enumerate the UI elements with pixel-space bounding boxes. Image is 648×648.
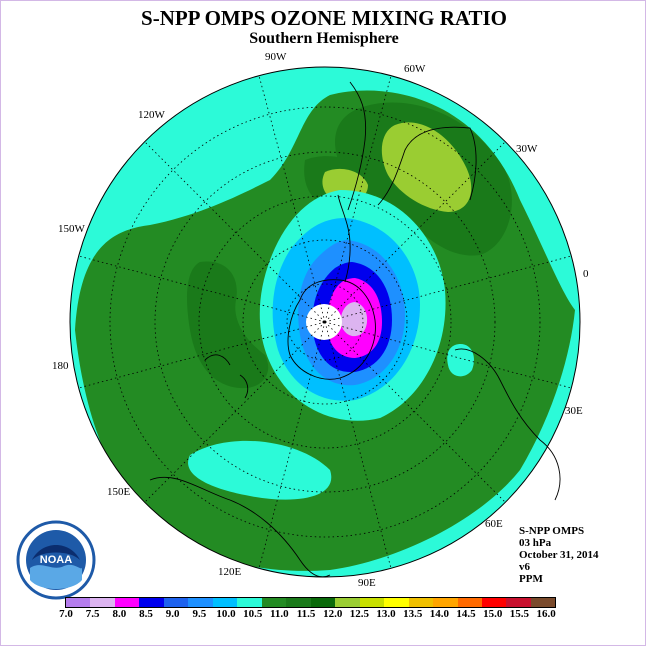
pressure-level: 03 hPa (519, 537, 552, 549)
color-scale-segment (433, 598, 458, 607)
color-scale-segment (530, 598, 556, 607)
meridian-line (324, 255, 572, 323)
color-scale-tick-label: 11.5 (296, 608, 316, 620)
dark-green-region-west (187, 261, 269, 389)
color-scale-tick-label: 9.5 (192, 608, 207, 620)
antarctica-coast (287, 279, 376, 380)
color-scale-tick-label: 10.5 (243, 608, 263, 620)
color-scale-segment (90, 598, 115, 607)
meridian-line (324, 75, 392, 323)
latitude-circle-70 (242, 239, 408, 405)
meridian-label-150e: 150E (107, 486, 131, 498)
observation-date: October 31, 2014 (519, 549, 599, 561)
color-scale-bar (65, 597, 557, 608)
meridian-line (324, 321, 506, 503)
color-scale-tick-label: 7.5 (85, 608, 100, 620)
color-scale-tick-label: 16.0 (536, 608, 556, 620)
color-scale-segment (481, 598, 507, 607)
noaa-logo: NOAA (16, 520, 96, 600)
south-america-coast (347, 81, 477, 211)
color-scale-segment (286, 598, 311, 607)
color-scale-segment (212, 598, 238, 607)
page-subtitle: Southern Hemisphere (249, 30, 399, 47)
color-scale-tick-label: 7.0 (59, 608, 73, 620)
color-scale-segment (66, 598, 91, 607)
meridian-label-150w: 150W (58, 223, 85, 235)
color-scale-tick-label: 12.0 (323, 608, 343, 620)
color-scale-segment (261, 598, 287, 607)
north-pole-marker (322, 320, 326, 324)
meridian-line (258, 321, 326, 569)
color-scale-tick-label: 8.0 (112, 608, 127, 620)
meridian-label-30w: 30W (516, 143, 538, 155)
meridian-label-120e: 120E (218, 566, 242, 578)
meridian-label-60e: 60E (485, 518, 503, 530)
color-scale-segment (188, 598, 213, 607)
meridian-label-30e: 30E (565, 405, 583, 417)
map-boundary (69, 66, 581, 578)
color-scale-tick-label: 8.5 (139, 608, 153, 620)
color-scale-segment (237, 598, 262, 607)
africa-coast (454, 348, 561, 501)
color-scale-segment (114, 598, 140, 607)
latitude-circle-80 (286, 283, 364, 361)
color-scale-segment (457, 598, 482, 607)
color-scale-segment (408, 598, 434, 607)
meridian-line (324, 321, 572, 389)
meridian-line (258, 75, 326, 323)
coastlines (149, 81, 561, 578)
color-scale-tick-label: 12.5 (349, 608, 369, 620)
meridian-line (324, 321, 392, 569)
color-scale-ticks: 7.0 7.5 8.0 8.5 9.0 9.5 10.0 10.5 11.0 11.5 12.0 12… (52, 608, 612, 622)
meridian-line (144, 321, 326, 503)
color-scale-tick-label: 13.0 (376, 608, 396, 620)
graticule-circles (109, 106, 541, 538)
meridian-label-180: 180 (52, 360, 69, 372)
color-scale-segment (384, 598, 409, 607)
australia-coast (149, 476, 331, 578)
latitude-circle-60 (198, 195, 452, 449)
units-label: PPM (519, 573, 543, 585)
light-region-right (447, 344, 475, 377)
color-scale-tick-label: 13.5 (403, 608, 423, 620)
color-scale-segment (310, 598, 336, 607)
info-block: S-NPP OMPS 03 hPa October 31, 2014 v6 PP… (519, 525, 599, 585)
meridian-label-90w: 90W (265, 51, 287, 63)
meridian-label-90e: 90E (358, 577, 376, 589)
logo-text: NOAA (40, 554, 72, 566)
lime-region-large (381, 122, 472, 212)
instrument-label: S-NPP OMPS (519, 525, 585, 537)
light-region-lower (188, 440, 332, 500)
meridian-line (144, 141, 326, 323)
meridian-line (78, 321, 326, 389)
color-scale-tick-label: 14.0 (429, 608, 449, 620)
color-scale-tick-label: 15.0 (483, 608, 503, 620)
new-zealand-coast (204, 354, 249, 399)
latitude-circle-50 (154, 151, 496, 493)
data-version: v6 (519, 561, 530, 573)
color-scale-segment (163, 598, 189, 607)
color-scale-segment (359, 598, 385, 607)
antarctic-peninsula-coast (337, 194, 351, 283)
color-scale-segment (139, 598, 164, 607)
graticule-meridians (78, 75, 572, 569)
color-scale-segment (335, 598, 360, 607)
color-scale-segment (506, 598, 531, 607)
meridian-label-120w: 120W (138, 109, 165, 121)
color-scale-tick-label: 14.5 (456, 608, 476, 620)
latitude-circle-40 (109, 106, 541, 538)
meridian-label-60w: 60W (404, 63, 426, 75)
page-title: S-NPP OMPS OZONE MIXING RATIO (141, 6, 507, 30)
color-scale-tick-label: 9.0 (165, 608, 180, 620)
color-scale-tick-label: 10.0 (216, 608, 236, 620)
color-scale-tick-label: 15.5 (509, 608, 530, 620)
color-scale-tick-label: 11.0 (270, 608, 289, 620)
meridian-line (78, 255, 326, 323)
meridian-label-0: 0 (583, 268, 589, 280)
